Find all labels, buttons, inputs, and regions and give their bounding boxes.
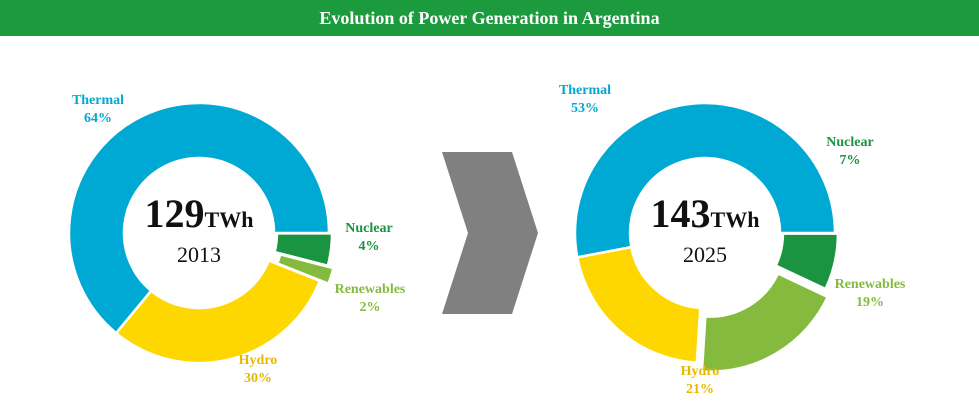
slice-value: 19% <box>856 295 884 310</box>
center-total-2025: 143TWh 2025 <box>605 194 805 268</box>
slice-value: 7% <box>839 153 861 168</box>
chart-title: Evolution of Power Generation in Argenti… <box>0 0 979 36</box>
slice-name: Hydro <box>680 364 720 379</box>
total-value-2025: 143TWh <box>605 194 805 242</box>
slice-name: Hydro <box>238 353 278 368</box>
total-number: 129 <box>144 191 205 236</box>
slice-value: 2% <box>359 300 381 315</box>
transition-arrow-icon <box>442 152 538 314</box>
slice-value: 30% <box>244 371 272 386</box>
slice-renewables-2025 <box>700 271 830 373</box>
slice-label-thermal-2025: Thermal 53% <box>553 82 617 118</box>
year-label-2013: 2013 <box>177 242 221 267</box>
slice-name: Renewables <box>834 277 906 292</box>
slice-label-renewables-2025: Renewables 19% <box>822 276 918 312</box>
slice-label-nuclear-2013: Nuclear 4% <box>336 220 402 256</box>
donut-chart-2025 <box>573 101 840 373</box>
total-number: 143 <box>650 191 711 236</box>
slice-value: 4% <box>358 239 380 254</box>
chevron-right-shape <box>478 152 538 314</box>
donut-chart-2013 <box>67 101 335 365</box>
slice-label-hydro-2013: Hydro 30% <box>226 352 290 388</box>
year-label-2025: 2025 <box>683 242 727 267</box>
slice-name: Nuclear <box>345 221 393 236</box>
slice-thermal-2025 <box>573 101 837 259</box>
slice-thermal-2013 <box>67 101 331 335</box>
slice-hydro-2025 <box>575 245 702 365</box>
chevron-left-shape <box>442 152 506 314</box>
slice-nuclear-2013 <box>273 232 334 268</box>
total-unit: TWh <box>204 207 254 232</box>
slice-label-nuclear-2025: Nuclear 7% <box>817 134 883 170</box>
total-unit: TWh <box>710 207 760 232</box>
slice-nuclear-2025 <box>774 232 840 291</box>
slice-value: 53% <box>571 101 599 116</box>
slice-label-thermal-2013: Thermal 64% <box>66 92 130 128</box>
slice-name: Thermal <box>558 83 612 98</box>
slice-value: 64% <box>84 111 112 126</box>
slice-name: Renewables <box>334 282 406 297</box>
slice-label-renewables-2013: Renewables 2% <box>322 281 418 317</box>
slice-hydro-2013 <box>114 258 322 365</box>
slice-name: Nuclear <box>826 135 874 150</box>
total-value-2013: 129TWh <box>99 194 299 242</box>
slice-value: 21% <box>686 382 714 397</box>
slice-name: Thermal <box>71 93 125 108</box>
slice-label-hydro-2025: Hydro 21% <box>668 363 732 399</box>
center-total-2013: 129TWh 2013 <box>99 194 299 268</box>
